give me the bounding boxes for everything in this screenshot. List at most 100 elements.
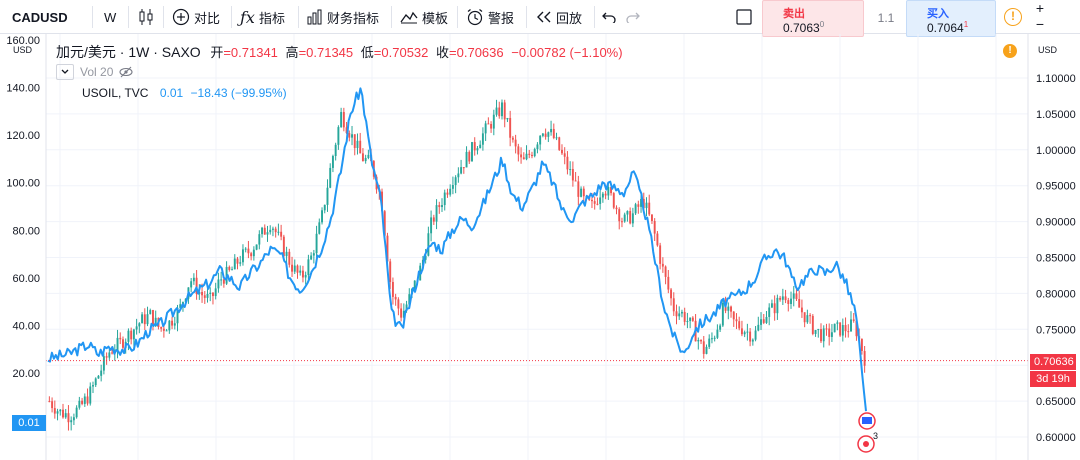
right-tick-label: 1.05000	[1036, 109, 1076, 121]
price-chart[interactable]: 160.00 140.00 120.00 100.00 80.00 60.00 40.00 2…	[0, 34, 1080, 460]
candle-body	[261, 227, 264, 235]
candle-body	[424, 255, 427, 260]
candle-body	[680, 311, 683, 314]
candle-body	[81, 400, 84, 404]
templates-button[interactable]: 模板	[400, 0, 448, 34]
collapse-legend-button[interactable]	[56, 64, 74, 80]
sell-button[interactable]: 卖出 0.70630	[762, 0, 864, 37]
compare-button[interactable]: 对比	[172, 0, 220, 34]
info-icon[interactable]: !	[1004, 8, 1022, 26]
left-tick-label: 100.00	[6, 178, 40, 190]
candle-body	[762, 319, 765, 323]
candle-body	[263, 227, 266, 235]
candle-body	[678, 313, 681, 317]
candle-body	[171, 320, 174, 326]
candle-body	[689, 317, 692, 322]
candle-body	[383, 211, 386, 236]
candle-body	[457, 173, 460, 178]
candle-body	[653, 221, 656, 234]
buy-price-pip: 1	[963, 20, 969, 29]
candle-body	[713, 337, 716, 339]
candle-body	[432, 217, 435, 222]
candle-body	[670, 289, 673, 299]
buy-label: 买入	[927, 8, 949, 20]
left-tick-label: 80.00	[12, 225, 40, 237]
candle-body	[850, 319, 852, 332]
usoil-compare-line	[47, 87, 867, 412]
candle-body	[855, 320, 858, 337]
candle-body	[664, 266, 667, 277]
toolbar-divider	[526, 6, 527, 28]
redo-button[interactable]	[626, 0, 640, 34]
candle-body	[130, 330, 133, 340]
candle-body	[558, 137, 561, 150]
symbol-search-button[interactable]: CADUSD	[12, 0, 68, 34]
candle-body	[239, 262, 242, 264]
candle-body	[154, 317, 157, 326]
zoom-in-button[interactable]: +	[1035, 0, 1045, 16]
candle-body	[394, 296, 397, 300]
candle-body	[612, 193, 615, 208]
candle-body	[776, 297, 779, 314]
close-value: =0.70636	[449, 45, 504, 60]
candle-body	[405, 304, 408, 311]
candle-body	[610, 187, 613, 194]
candle-body	[490, 123, 493, 129]
indicators-button[interactable]: ƒx 指标	[240, 0, 285, 34]
zoom-out-button[interactable]: −	[1035, 16, 1045, 32]
candle-body	[716, 329, 719, 338]
candle-body	[329, 167, 332, 188]
change-value: −0.00782 (−1.10%)	[511, 45, 623, 60]
candle-body	[192, 277, 195, 282]
candle-body	[743, 332, 746, 335]
toolbar-divider	[594, 6, 595, 28]
alert-button[interactable]: 警报	[466, 0, 514, 34]
candle-body	[550, 128, 553, 133]
candle-body	[727, 306, 730, 311]
undo-icon	[602, 12, 616, 23]
candle-body	[607, 187, 610, 196]
candle-body	[844, 325, 847, 332]
candle-body	[773, 303, 776, 314]
candle-body	[555, 137, 558, 139]
replay-button[interactable]: 回放	[536, 0, 582, 34]
main-series-legend[interactable]: 加元/美元 · 1W · SAXO 开=0.71341 高=0.71345 低=…	[56, 42, 627, 62]
spread-value: 1.1	[877, 11, 895, 25]
right-tick-label: 0.60000	[1036, 432, 1076, 444]
candle-body	[408, 294, 411, 305]
right-tick-label: 0.80000	[1036, 288, 1076, 300]
candle-body	[476, 148, 479, 151]
candle-body	[83, 396, 86, 404]
warning-icon[interactable]: !	[1003, 44, 1017, 58]
toolbar-divider	[298, 6, 299, 28]
candle-body	[176, 307, 179, 324]
volume-legend[interactable]: Vol 20	[56, 64, 133, 80]
candle-body	[738, 321, 741, 329]
financials-button[interactable]: 财务指标	[307, 0, 379, 34]
cadusd-candles	[48, 99, 866, 431]
candle-body	[841, 325, 844, 336]
buy-button[interactable]: 买入 0.70641	[906, 0, 996, 37]
eye-hidden-icon[interactable]	[119, 66, 133, 78]
candle-body	[539, 135, 542, 145]
interval-button[interactable]: W	[104, 0, 116, 34]
chart-type-button[interactable]	[138, 0, 154, 34]
candle-body	[514, 139, 517, 147]
candle-body	[506, 117, 509, 120]
left-tick-label: 20.00	[12, 368, 40, 380]
candle-body	[451, 185, 454, 189]
fullscreen-button[interactable]	[736, 0, 752, 34]
candle-body	[285, 251, 288, 257]
undo-button[interactable]	[602, 0, 616, 34]
candle-body	[522, 157, 525, 160]
candle-body	[511, 137, 514, 140]
event-markers[interactable]	[857, 412, 876, 453]
candle-body	[402, 310, 405, 318]
candle-body	[168, 320, 171, 331]
candle-body	[326, 187, 329, 205]
compare-series-legend[interactable]: USOIL, TVC 0.01 −18.43 (−99.95%)	[82, 86, 291, 100]
candle-body	[460, 167, 463, 174]
candle-body	[839, 322, 842, 336]
candle-body	[64, 413, 67, 418]
candle-body	[462, 167, 465, 169]
